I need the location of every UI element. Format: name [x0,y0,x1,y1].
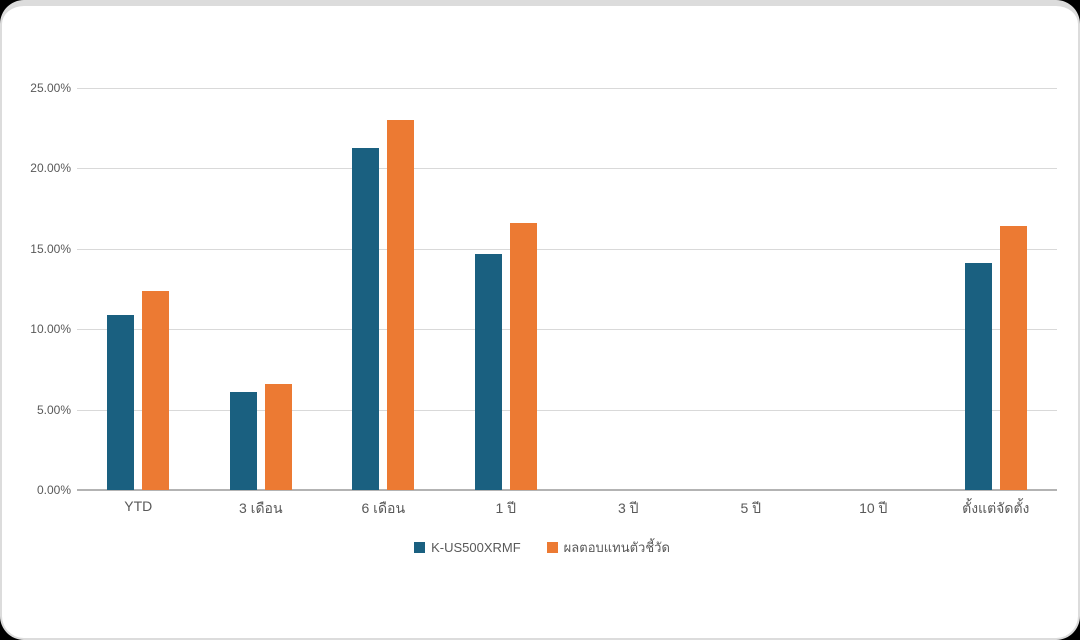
gridline [77,248,1057,250]
bar-series2-cat4 [509,223,537,490]
legend-item-series2: ผลตอบแทนตัวชี้วัด [546,537,670,558]
y-tick-label: 15.00% [30,241,71,256]
gridline [77,88,1057,89]
x-tick-label: 3 ปี [617,500,639,516]
x-tick-label: ตั้งแต่จัดตั้ง [962,500,1030,516]
gridline [77,329,1057,331]
bar-series2-cat3 [387,120,415,490]
bar-series1-cat2 [229,391,257,490]
legend-item-series1: K-US500XRMF [414,540,521,555]
bar-series1-cat1 [107,314,135,490]
legend-swatch-icon [414,542,426,553]
y-tick-label: 5.00% [36,402,71,417]
x-tick-label: 3 เดือน [238,500,283,516]
bar-series1-cat3 [352,147,380,490]
legend-label: ผลตอบแทนตัวชี้วัด [563,540,670,555]
y-tick-label: 20.00% [30,161,71,176]
bar-series2-cat8 [999,226,1027,490]
bar-series2-cat2 [264,383,292,490]
bar-series1-cat8 [964,263,992,490]
y-tick-label: 0.00% [36,483,71,497]
bar-series2-cat1 [142,290,170,490]
y-tick-label: 25.00% [30,81,71,95]
legend-label: K-US500XRMF [431,540,521,555]
x-tick-label: 5 ปี [740,500,762,516]
x-tick-label: 1 ปี [495,500,517,516]
bar-series1-cat4 [474,253,502,490]
x-tick-label: 10 ปี [859,500,888,516]
x-tick-label: 6 เดือน [361,500,406,516]
y-tick-label: 10.00% [30,322,71,337]
gridline [77,409,1057,411]
chart-legend: K-US500XRMF ผลตอบแทนตัวชี้วัด [2,537,1078,558]
legend-swatch-icon [546,542,558,553]
x-tick-label: YTD [124,498,153,514]
gridline [77,168,1057,170]
x-axis-line [77,489,1057,491]
bar-chart-plot-area: 0.00% 5.00% 10.00% 15.00% 20.00% 25.00% YTD 3 … [30,81,1057,516]
